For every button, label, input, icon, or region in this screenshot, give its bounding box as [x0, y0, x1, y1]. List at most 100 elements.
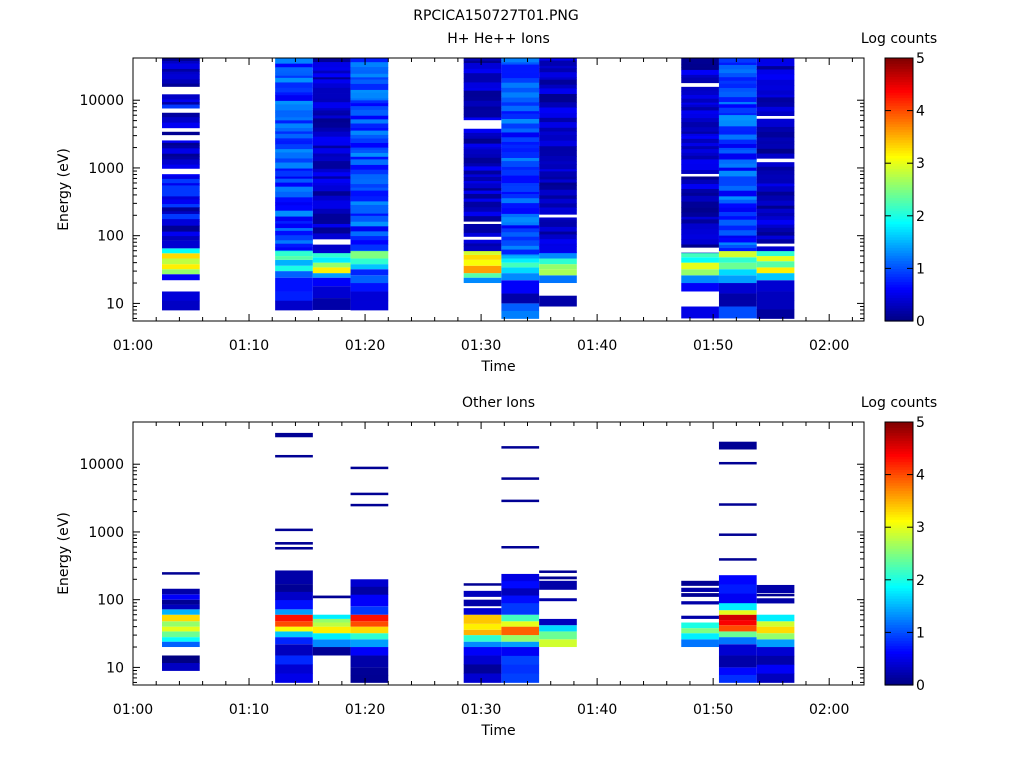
heatmap-cell	[275, 542, 313, 545]
heatmap-cell	[162, 621, 200, 626]
heatmap-cell	[681, 202, 719, 208]
heatmap-cell	[351, 62, 389, 67]
heatmap-cell	[757, 149, 795, 154]
heatmap-cell	[351, 226, 389, 231]
heatmap-cell	[162, 185, 200, 191]
heatmap-cell	[501, 596, 539, 604]
heatmap-cell	[351, 275, 389, 283]
heatmap-cell	[539, 259, 577, 265]
heatmap-cell	[681, 283, 719, 291]
heatmap-cell	[757, 170, 795, 175]
spectrogram-column-3	[313, 596, 351, 656]
heatmap-cell	[464, 655, 502, 664]
heatmap-cell	[681, 633, 719, 639]
heatmap-cell	[275, 144, 313, 149]
heatmap-cell	[719, 115, 757, 121]
heatmap-cell	[313, 179, 351, 183]
colorbar-label: Log counts	[861, 31, 937, 47]
heatmap-cell	[681, 78, 719, 84]
heatmap-cell	[539, 203, 577, 207]
heatmap-cell	[313, 62, 351, 67]
heatmap-cell	[464, 109, 502, 115]
spectrogram-column-2	[275, 58, 313, 310]
heatmap-cell	[539, 581, 577, 590]
heatmap-cell	[757, 127, 795, 130]
heatmap-cell	[501, 254, 539, 255]
heatmap-cell	[681, 601, 719, 604]
heatmap-cell	[351, 67, 389, 71]
heatmap-cell	[162, 79, 200, 84]
heatmap-cell	[313, 93, 351, 99]
spectrogram-column-5	[464, 583, 502, 683]
heatmap-cell	[162, 627, 200, 632]
heatmap-cell	[501, 158, 539, 161]
heatmap-cell	[757, 179, 795, 184]
spectrogram-column-6	[501, 58, 539, 319]
heatmap-cell	[313, 219, 351, 224]
heatmap-cell	[757, 90, 795, 95]
heatmap-cell	[351, 184, 389, 188]
heatmap-cell	[501, 588, 539, 596]
heatmap-cell	[719, 307, 757, 319]
heatmap-cell	[757, 85, 795, 90]
heatmap-cell	[501, 621, 539, 626]
heatmap-cell	[275, 609, 313, 614]
heatmap-cell	[275, 570, 313, 584]
heatmap-cell	[681, 269, 719, 275]
heatmap-cell	[464, 91, 502, 97]
heatmap-cell	[464, 673, 502, 682]
heatmap-cell	[681, 219, 719, 223]
heatmap-cell	[501, 70, 539, 73]
heatmap-cell	[681, 164, 719, 170]
panel-title: Other Ions	[462, 395, 535, 411]
heatmap-cell	[351, 153, 389, 157]
heatmap-cell	[501, 78, 539, 83]
heatmap-cell	[757, 201, 795, 206]
heatmap-cell	[162, 600, 200, 605]
heatmap-cell	[162, 140, 200, 143]
heatmap-cell	[681, 616, 719, 619]
heatmap-cell	[681, 95, 719, 99]
heatmap-cell	[313, 196, 351, 201]
heatmap-cell	[313, 176, 351, 179]
heatmap-cell	[681, 253, 719, 258]
heatmap-cell	[501, 114, 539, 120]
heatmap-cell	[275, 244, 313, 248]
heatmap-cell	[351, 80, 389, 85]
heatmap-cell	[719, 226, 757, 231]
heatmap-cell	[351, 579, 389, 587]
colorbar-tick-label: 3	[916, 520, 925, 536]
heatmap-cell	[539, 156, 577, 162]
heatmap-cell	[757, 162, 795, 167]
spectrogram-column-6	[501, 446, 539, 683]
x-tick-label: 01:20	[345, 702, 385, 718]
heatmap-cell	[351, 191, 389, 197]
x-axis-label: Time	[480, 723, 515, 739]
heatmap-cell	[681, 245, 719, 248]
heatmap-cell	[681, 91, 719, 95]
heatmap-cell	[501, 647, 539, 656]
heatmap-cell	[162, 204, 200, 208]
heatmap-cell	[162, 663, 200, 671]
heatmap-cell	[351, 119, 389, 124]
heatmap-cell	[757, 74, 795, 80]
heatmap-cell	[313, 142, 351, 146]
heatmap-cell	[681, 87, 719, 92]
heatmap-cell	[501, 232, 539, 237]
heatmap-cell	[351, 84, 389, 90]
heatmap-cell	[681, 623, 719, 629]
heatmap-cell	[757, 122, 795, 128]
heatmap-cell	[313, 161, 351, 164]
heatmap-cell	[719, 159, 757, 164]
heatmap-cell	[757, 232, 795, 236]
heatmap-cell	[539, 150, 577, 156]
heatmap-cell	[681, 136, 719, 139]
heatmap-cell	[757, 300, 795, 309]
heatmap-cell	[539, 97, 577, 103]
x-tick-label: 02:00	[809, 702, 849, 718]
heatmap-cell	[539, 269, 577, 275]
heatmap-cell	[539, 102, 577, 108]
heatmap-cell	[719, 176, 757, 182]
heatmap-cell	[464, 224, 502, 230]
heatmap-cell	[464, 207, 502, 212]
